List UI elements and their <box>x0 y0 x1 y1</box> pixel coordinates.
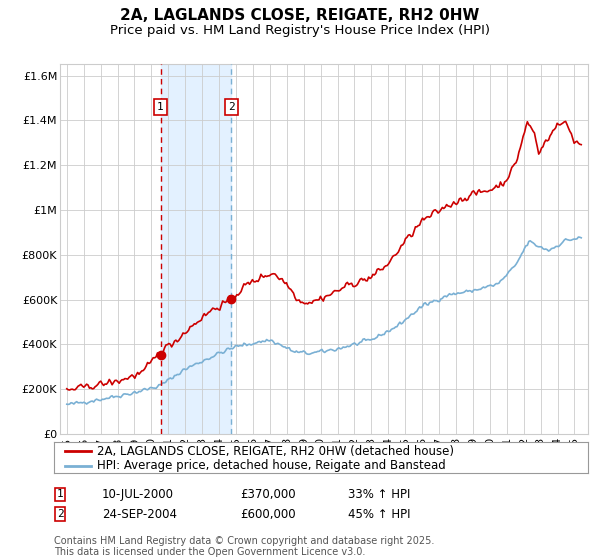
Text: 33% ↑ HPI: 33% ↑ HPI <box>348 488 410 501</box>
Text: 24-SEP-2004: 24-SEP-2004 <box>102 507 177 521</box>
Text: 10-JUL-2000: 10-JUL-2000 <box>102 488 174 501</box>
Text: 1: 1 <box>157 102 164 112</box>
Text: Price paid vs. HM Land Registry's House Price Index (HPI): Price paid vs. HM Land Registry's House … <box>110 24 490 36</box>
Bar <box>161 64 232 434</box>
Text: 2A, LAGLANDS CLOSE, REIGATE, RH2 0HW (detached house): 2A, LAGLANDS CLOSE, REIGATE, RH2 0HW (de… <box>97 445 454 458</box>
Text: 2: 2 <box>56 509 64 519</box>
Text: 2: 2 <box>228 102 235 112</box>
Text: HPI: Average price, detached house, Reigate and Banstead: HPI: Average price, detached house, Reig… <box>97 459 445 472</box>
Text: 1: 1 <box>56 489 64 500</box>
Text: 45% ↑ HPI: 45% ↑ HPI <box>348 507 410 521</box>
Text: Contains HM Land Registry data © Crown copyright and database right 2025.
This d: Contains HM Land Registry data © Crown c… <box>54 535 434 557</box>
Text: £370,000: £370,000 <box>240 488 296 501</box>
Text: £600,000: £600,000 <box>240 507 296 521</box>
Text: 2A, LAGLANDS CLOSE, REIGATE, RH2 0HW: 2A, LAGLANDS CLOSE, REIGATE, RH2 0HW <box>121 8 479 24</box>
